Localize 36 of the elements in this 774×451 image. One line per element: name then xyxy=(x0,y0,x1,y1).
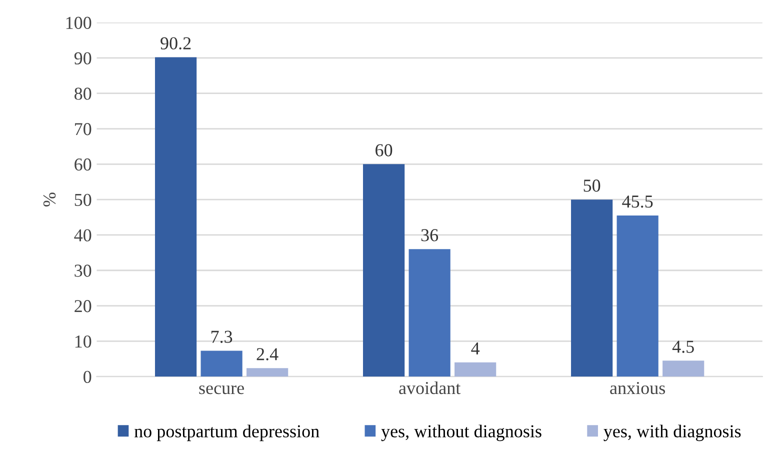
y-tick-label: 10 xyxy=(75,335,92,348)
x-tick-label: secure xyxy=(199,385,244,394)
y-tick-label: 100 xyxy=(66,16,92,29)
bar xyxy=(154,57,197,377)
y-tick-label: 40 xyxy=(74,229,92,242)
data-label: 60 xyxy=(376,144,392,156)
data-label: 45.5 xyxy=(622,196,653,208)
x-tick-label: anxious xyxy=(610,382,666,394)
data-label: 2.4 xyxy=(256,348,278,360)
legend-label: yes, without diagnosis xyxy=(381,424,542,442)
data-label: 90.2 xyxy=(160,37,191,50)
y-tick-label: 20 xyxy=(74,300,92,312)
data-label: 4 xyxy=(471,342,480,354)
y-tick-label: 90 xyxy=(74,52,92,64)
y-tick-label: 50 xyxy=(74,194,92,206)
y-tick-label: 60 xyxy=(74,158,92,171)
bar xyxy=(246,368,288,377)
bar xyxy=(616,216,658,377)
legend-label: yes, with diagnosis xyxy=(604,424,741,442)
bar xyxy=(571,200,613,377)
bar xyxy=(662,360,704,377)
x-tick-label: avoidant xyxy=(399,381,461,394)
bar xyxy=(454,362,496,377)
bar xyxy=(363,164,405,377)
data-label: 7.3 xyxy=(211,330,232,343)
data-label: 50 xyxy=(584,180,600,192)
y-tick-label: 80 xyxy=(74,88,92,100)
data-label: 4.5 xyxy=(672,340,694,353)
data-label: 36 xyxy=(421,229,438,242)
y-axis-title: % xyxy=(43,192,56,206)
y-tick-label: 0 xyxy=(84,370,92,384)
y-tick-label: 70 xyxy=(75,123,92,136)
y-tick-label: 30 xyxy=(74,264,92,277)
legend-label: no postpartum depression xyxy=(134,424,320,442)
bar xyxy=(408,249,450,377)
bar xyxy=(200,350,242,377)
